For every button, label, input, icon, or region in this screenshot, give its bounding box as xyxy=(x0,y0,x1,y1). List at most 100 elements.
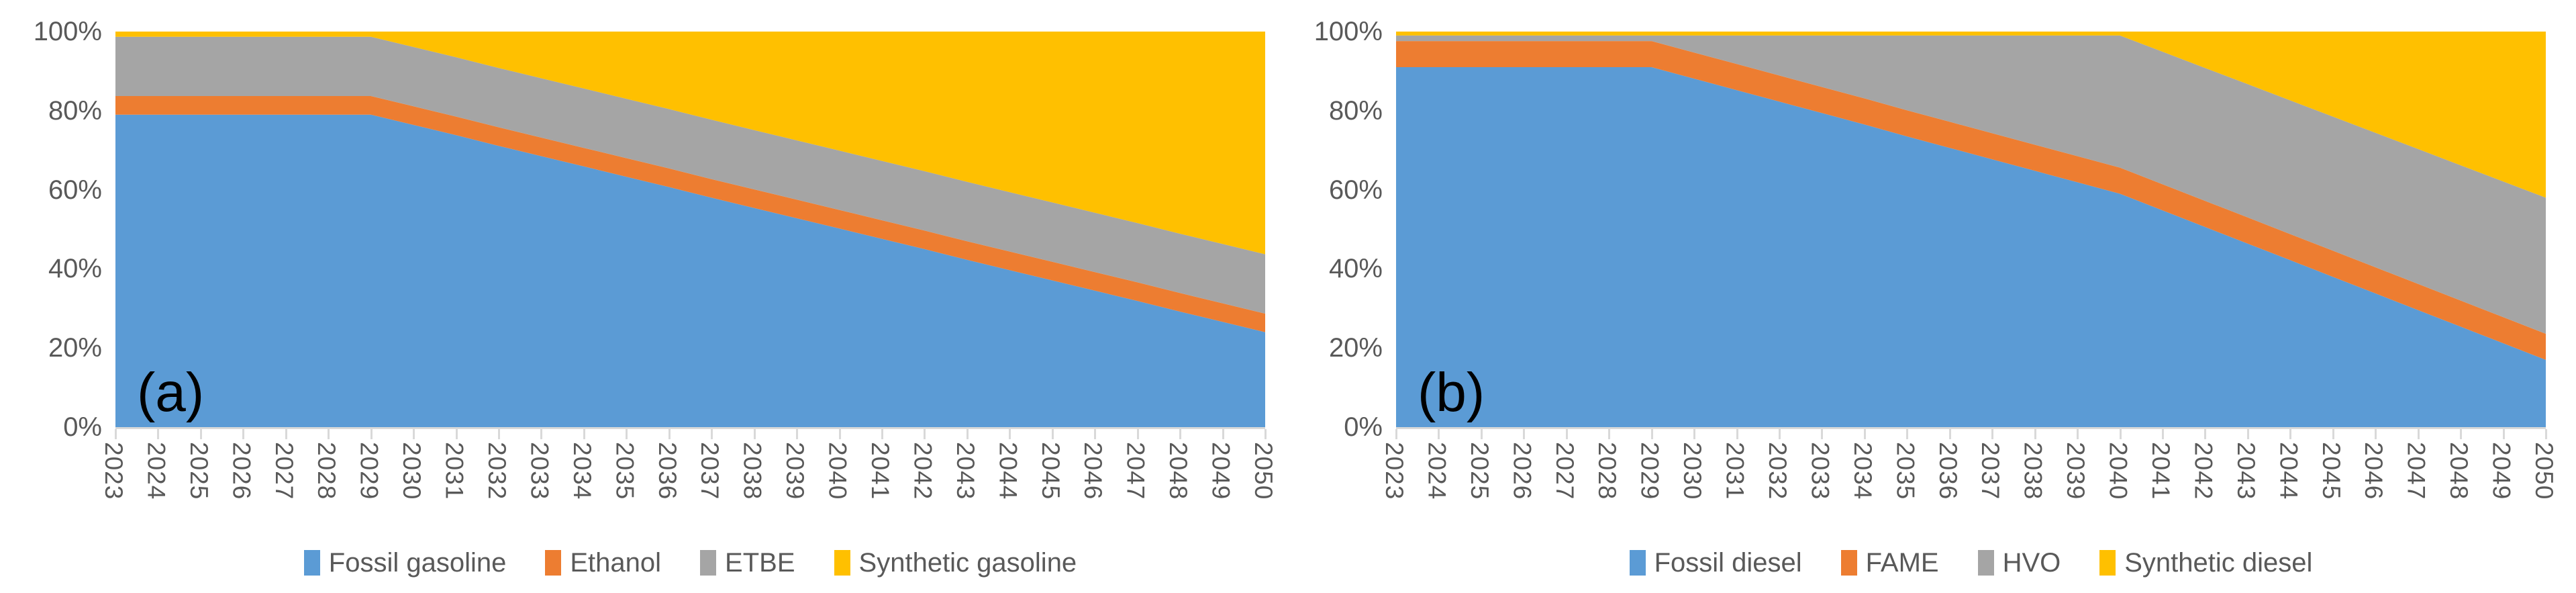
x-axis-tick xyxy=(1222,429,1224,439)
y-axis-tick-label: 100% xyxy=(33,17,102,46)
x-axis-year-label: 2034 xyxy=(568,442,596,500)
x-axis-year-label: 2046 xyxy=(2360,442,2388,500)
legend-label: Synthetic diesel xyxy=(2124,547,2313,578)
legend-swatch xyxy=(700,550,717,576)
x-axis-year-label: 2041 xyxy=(2147,442,2175,500)
legend-label: ETBE xyxy=(725,547,795,578)
x-axis-year-label: 2044 xyxy=(2275,442,2303,500)
area-series-fossil-diesel xyxy=(1396,67,2546,427)
x-axis-year-label: 2048 xyxy=(1165,442,1193,500)
legend-swatch xyxy=(545,550,562,576)
x-axis-tick xyxy=(498,429,500,439)
x-axis-year-label: 2049 xyxy=(2487,442,2516,500)
x-axis-year-label: 2047 xyxy=(2402,442,2430,500)
legend-swatch xyxy=(1840,550,1857,576)
y-axis-tick-label: 40% xyxy=(1328,254,1383,284)
legend-label: HVO xyxy=(2002,547,2061,578)
x-axis-tick xyxy=(1779,429,1781,439)
area-series-synthetic-diesel xyxy=(1396,32,2546,198)
x-axis-year-label: 2037 xyxy=(696,442,724,500)
x-axis-tick xyxy=(370,429,373,439)
x-axis-tick xyxy=(966,429,969,439)
x-axis-year-label: 2024 xyxy=(1423,442,1451,500)
y-axis-tick-label: 20% xyxy=(1328,333,1383,363)
x-axis-tick xyxy=(1608,429,1611,439)
x-axis-tick xyxy=(2289,429,2292,439)
plot-area-a: (a) xyxy=(115,32,1265,429)
x-axis-tick xyxy=(1094,429,1097,439)
x-axis-tick xyxy=(881,429,883,439)
x-axis-tick xyxy=(1565,429,1568,439)
legend-swatch xyxy=(834,550,850,576)
legend-item: FAME xyxy=(1840,547,1939,578)
legend-item: ETBE xyxy=(700,548,795,578)
x-axis-tick xyxy=(796,429,799,439)
legend-item: Fossil gasoline xyxy=(303,547,507,578)
x-axis-tick xyxy=(540,429,543,439)
legend-label: Fossil diesel xyxy=(1654,547,1802,578)
x-axis-year-label: 2025 xyxy=(185,442,213,500)
chart-panel-a: (a) 0% 20% 40% 60% 80% 100% 2023 2024 2025 2026 2… xyxy=(33,17,1277,578)
x-axis-year-label: 2033 xyxy=(526,442,554,500)
x-axis-tick xyxy=(413,429,415,439)
x-axis-tick xyxy=(2545,429,2547,439)
x-axis-tick xyxy=(1136,429,1139,439)
x-axis-tick xyxy=(2332,429,2334,439)
x-axis-tick xyxy=(1863,429,1866,439)
x-axis-year-label: 2026 xyxy=(1508,442,1536,500)
legend-item: Synthetic gasoline xyxy=(834,548,1077,578)
x-axis-tick xyxy=(2077,429,2079,439)
x-axis-year-label: 2042 xyxy=(2189,442,2218,500)
x-axis-tick xyxy=(1438,429,1440,439)
x-axis-year-label: 2034 xyxy=(1848,442,1877,500)
panel-label: (b) xyxy=(1418,362,1485,423)
x-axis-year-label: 2028 xyxy=(313,442,341,500)
x-axis-year-label: 2037 xyxy=(1977,442,2005,500)
x-axis-tick xyxy=(1051,429,1054,439)
x-axis-tick xyxy=(285,429,287,439)
legend-label: FAME xyxy=(1865,547,1939,578)
chart-panel-b: (b) 0% 20% 40% 60% 80% 100% 2023 2024 2025 2026 2… xyxy=(1288,0,2576,593)
x-axis-tick xyxy=(1906,429,1909,439)
x-axis-tick xyxy=(583,429,585,439)
x-axis-year-label: 2039 xyxy=(781,442,809,500)
x-axis-year-label: 2030 xyxy=(398,442,426,500)
x-axis-year-label: 2043 xyxy=(951,442,979,500)
x-axis-year-label: 2032 xyxy=(1764,442,1791,500)
x-axis-year-label: 2044 xyxy=(994,442,1022,500)
x-axis-year-label: 2035 xyxy=(1891,442,1920,500)
x-axis-year-label: 2033 xyxy=(1806,442,1834,500)
x-axis-tick xyxy=(2204,429,2207,439)
x-axis-year-label: 2047 xyxy=(1122,442,1150,500)
y-axis-tick-label: 0% xyxy=(1344,412,1383,442)
x-axis-year-label: 2029 xyxy=(1636,442,1664,500)
x-axis-year-label: 2050 xyxy=(1250,442,1277,500)
x-axis-tick xyxy=(242,429,245,439)
x-axis-tick xyxy=(1821,429,1824,439)
x-axis-tick xyxy=(157,429,160,439)
x-axis-year-label: 2026 xyxy=(228,442,256,500)
stacked-area-plot xyxy=(1396,32,2546,427)
x-axis-tick xyxy=(1650,429,1653,439)
legend-b: Fossil diesel FAME HVO Synthetic diesel xyxy=(1396,545,2546,580)
x-axis-tick xyxy=(2460,429,2463,439)
x-axis-tick xyxy=(838,429,841,439)
legend-swatch xyxy=(303,550,320,576)
x-axis-tick xyxy=(626,429,628,439)
x-axis-tick xyxy=(2119,429,2122,439)
area-series-etbe xyxy=(115,36,1265,314)
x-axis-year-label: 2043 xyxy=(2232,442,2260,500)
y-axis-tick-label: 0% xyxy=(63,412,102,442)
legend-item: Ethanol xyxy=(545,548,661,578)
x-axis-year-label: 2035 xyxy=(611,442,639,500)
x-axis-year-label: 2045 xyxy=(2317,442,2345,500)
area-series-hvo xyxy=(1396,35,2546,334)
x-axis-year-label: 2032 xyxy=(483,442,511,500)
y-axis-tick-label: 80% xyxy=(1328,95,1383,126)
x-axis-year-label: 2046 xyxy=(1079,442,1107,500)
legend-label: Fossil gasoline xyxy=(328,547,507,578)
x-axis-tick xyxy=(1736,429,1738,439)
x-axis-year-label: 2039 xyxy=(2062,442,2090,500)
y-axis-tick-label: 60% xyxy=(1328,175,1383,205)
x-axis-tick xyxy=(455,429,458,439)
